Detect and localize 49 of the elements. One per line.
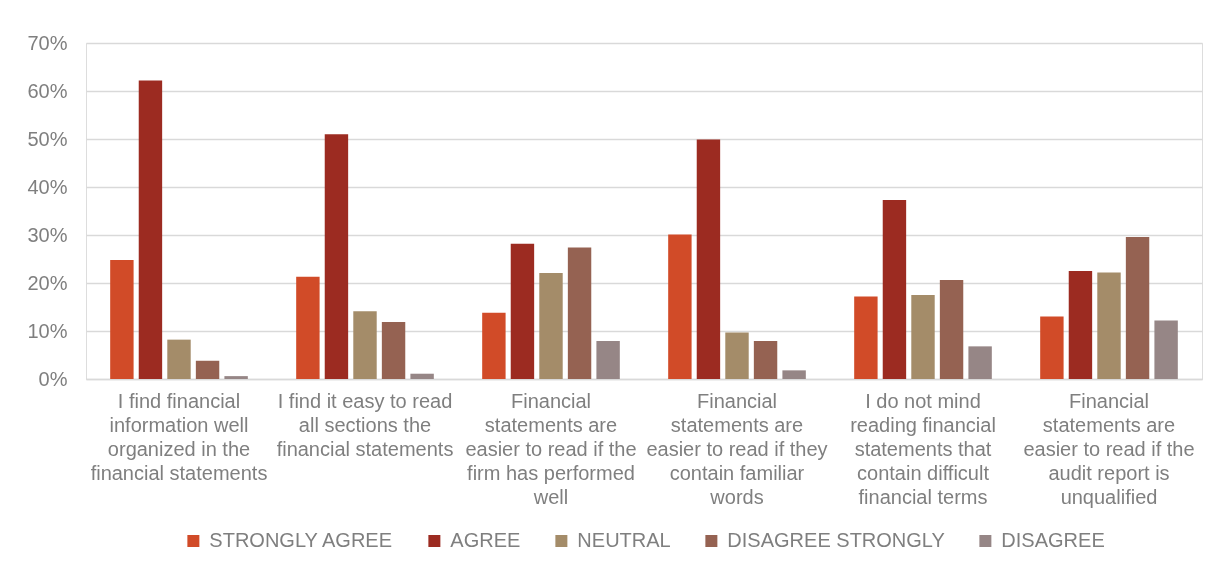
y-tick-label: 20% (27, 271, 68, 294)
bar (410, 373, 434, 379)
bar (195, 360, 220, 379)
bar (539, 272, 563, 379)
y-tick-label: 60% (27, 79, 68, 102)
y-tick-label: 70% (27, 31, 68, 54)
bar (911, 295, 935, 379)
bar (324, 134, 349, 379)
y-tick-label: 10% (27, 319, 68, 342)
bar (167, 339, 191, 379)
bar (510, 243, 535, 379)
legend-label: STRONGLY AGREE (209, 529, 393, 551)
bar (296, 276, 320, 379)
bar (224, 376, 248, 379)
bar (110, 259, 134, 379)
bar (725, 332, 749, 379)
x-tick-label: Financial statements are easier to read if the firm has performed well (465, 389, 637, 508)
bar (854, 296, 878, 379)
legend-label: DISAGREE (1001, 529, 1105, 551)
bar (138, 80, 163, 379)
x-tick-label: I find it easy to read all sections the financial statements (276, 389, 454, 460)
bar (696, 139, 721, 379)
bar (668, 234, 692, 379)
bar (939, 280, 964, 379)
bar (882, 199, 907, 379)
legend-label: NEUTRAL (577, 529, 671, 551)
bar (782, 370, 806, 379)
x-tick-label: I find financial information well organized in the financial statements (90, 389, 268, 484)
bar (567, 247, 592, 379)
bar (353, 311, 377, 379)
legend-label: DISAGREE STRONGLY (727, 529, 945, 551)
bar (753, 341, 778, 379)
bar (968, 346, 992, 379)
y-tick-label: 40% (27, 175, 68, 198)
x-tick-label: Financial statements are easier to read if the audit report is unqualified (1023, 389, 1195, 508)
y-tick-label: 30% (27, 223, 68, 246)
x-tick-label: Financial statements are easier to read if they contain familiar words (646, 389, 828, 508)
y-tick-label: 0% (38, 367, 68, 390)
bar (1154, 320, 1178, 379)
bar (596, 341, 620, 379)
bar (1097, 272, 1121, 379)
bar (381, 321, 406, 379)
bar (1068, 271, 1093, 379)
bar (1125, 236, 1150, 379)
bar (482, 312, 506, 379)
x-tick-label: I do not mind reading financial statements that contain difficult financial terms (850, 389, 996, 508)
legend-label: AGREE (450, 529, 521, 551)
y-tick-label: 50% (27, 127, 68, 150)
bar (1040, 316, 1064, 379)
